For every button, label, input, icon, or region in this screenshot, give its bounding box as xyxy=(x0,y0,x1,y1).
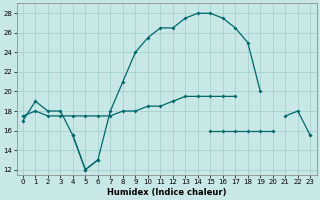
X-axis label: Humidex (Indice chaleur): Humidex (Indice chaleur) xyxy=(107,188,226,197)
